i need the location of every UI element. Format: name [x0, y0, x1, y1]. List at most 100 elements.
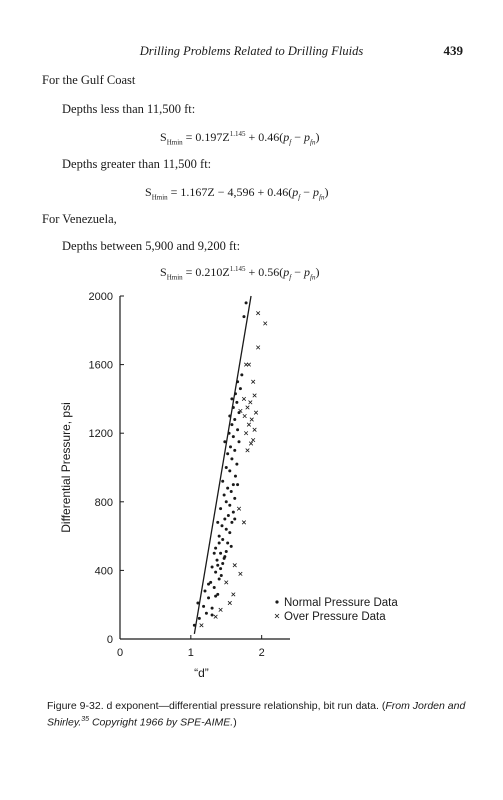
normal-pressure-point: [222, 556, 226, 560]
over-pressure-point: [231, 592, 236, 597]
over-pressure-point: [249, 417, 254, 422]
normal-pressure-point: [202, 604, 206, 608]
venezuela-heading: For Venezuela,: [42, 212, 117, 226]
y-ticks: 0 400 800 1200 1600 2000: [89, 291, 124, 646]
normal-pressure-point: [221, 538, 225, 542]
over-pressure-point: [245, 405, 250, 410]
over-pressure-point: [246, 422, 251, 427]
normal-pressure-point: [219, 567, 223, 571]
over-pressure-point: [238, 571, 243, 576]
normal-pressure-point: [230, 520, 234, 524]
normal-pressure-point: [226, 486, 230, 490]
normal-pressure-point: [219, 507, 223, 511]
normal-pressure-point: [238, 387, 242, 391]
normal-pressure-point: [220, 524, 224, 528]
normal-pressure-point: [231, 483, 235, 487]
legend-dot-marker: [275, 600, 279, 604]
normal-pressure-point: [237, 440, 241, 444]
normal-pressure-point: [236, 428, 240, 432]
normal-pressure-point: [217, 577, 221, 581]
normal-pressure-point: [196, 601, 200, 605]
over-pressure-point: [252, 393, 257, 398]
normal-pressure-point: [231, 510, 235, 514]
normal-pressure-point: [210, 565, 214, 569]
normal-pressure-point: [226, 541, 230, 545]
normal-pressure-point: [216, 563, 220, 567]
normal-pressure-point: [203, 589, 207, 593]
x-ticks: 0 1 2: [117, 635, 265, 659]
over-pressure-point: [246, 362, 251, 367]
normal-pressure-point: [229, 445, 232, 449]
normal-pressure-point: [214, 594, 218, 598]
gulf-coast-heading: For the Gulf Coast: [42, 73, 136, 87]
normal-pressure-point: [224, 500, 228, 504]
normal-pressure-point: [228, 469, 232, 473]
normal-pressure-point: [242, 315, 246, 319]
normal-pressure-point: [219, 551, 223, 555]
legend: Normal Pressure Data Over Pressure Data: [274, 597, 398, 623]
normal-pressure-point: [235, 400, 239, 404]
normal-pressure-point: [228, 531, 232, 535]
equation-1: SHmin = 0.197Z1.145 + 0.46(pf − pfn): [160, 130, 320, 147]
over-pressure-point: [218, 607, 223, 612]
normal-pressure-point: [212, 586, 216, 590]
normal-pressure-point: [216, 520, 220, 524]
legend-label: Normal Pressure Data: [284, 597, 398, 609]
normal-pressure-point: [204, 611, 208, 615]
over-pressure-point: [227, 600, 232, 606]
y-tick-label: 400: [95, 565, 113, 577]
normal-pressure-point: [223, 517, 227, 521]
over-pressure-point: [242, 413, 247, 419]
normal-pressure-point: [215, 558, 219, 562]
normal-pressure-point: [244, 301, 248, 305]
scatter-chart: 0 400 800 1200 1600 2000 0 1 2 Differential Pre…: [59, 291, 398, 680]
normal-pressure-point: [219, 574, 223, 578]
page-number: 439: [443, 43, 464, 58]
y-tick-label: 1200: [89, 428, 113, 440]
normal-pressure-point: [229, 544, 233, 548]
x-tick-label: 0: [117, 647, 123, 659]
chart-axes: [119, 296, 290, 640]
over-pressure-point: [252, 427, 257, 432]
normal-pressure-point: [214, 570, 218, 574]
normal-pressure-point: [230, 457, 234, 461]
normal-pressure-point: [229, 490, 233, 494]
over-pressure-point: [248, 400, 253, 405]
normal-pressure-point: [224, 466, 228, 469]
normal-pressure-point: [210, 606, 214, 610]
x-tick-label: 1: [188, 647, 194, 659]
normal-pressure-point: [217, 541, 221, 545]
depth-less-line: Depths less than 11,500 ft:: [62, 102, 196, 116]
over-pressure-point: [241, 396, 247, 401]
normal-pressure-point: [207, 582, 211, 586]
x-tick-label: 2: [259, 647, 265, 659]
normal-pressure-point: [231, 435, 235, 439]
equation-2: SHmin = 1.167Z − 4,596 + 0.46(pf − pfn): [145, 185, 329, 202]
normal-pressure-point: [230, 423, 234, 427]
normal-pressure-point: [212, 551, 216, 555]
over-pressure-point: [213, 614, 218, 619]
normal-pressure-point: [236, 483, 240, 487]
depth-greater-line: Depths greater than 11,500 ft:: [62, 157, 212, 171]
over-pressure-point: [236, 506, 242, 511]
normal-pressure-point: [214, 546, 218, 550]
depth-between-line: Depths between 5,900 and 9,200 ft:: [62, 239, 241, 253]
y-tick-label: 800: [95, 497, 113, 509]
normal-pressure-point: [209, 580, 213, 584]
normal-pressure-point: [216, 592, 220, 596]
over-pressure-point: [256, 311, 261, 316]
normal-pressure-point: [233, 448, 237, 452]
normal-pressure-point: [233, 474, 237, 478]
normal-pressure-point: [197, 616, 201, 620]
normal-pressure-point: [222, 493, 226, 497]
normal-pressure-point: [233, 417, 237, 421]
normal-pressure-point: [223, 440, 227, 444]
trend-line: [193, 295, 252, 634]
over-pressure-point: [232, 563, 237, 568]
legend-x-marker: [274, 613, 280, 619]
normal-pressure-point: [226, 452, 230, 456]
normal-pressure-point: [221, 562, 225, 566]
over-pressure-point: [199, 623, 204, 628]
normal-pressure-point: [224, 527, 228, 531]
over-pressure-point: [245, 448, 250, 453]
